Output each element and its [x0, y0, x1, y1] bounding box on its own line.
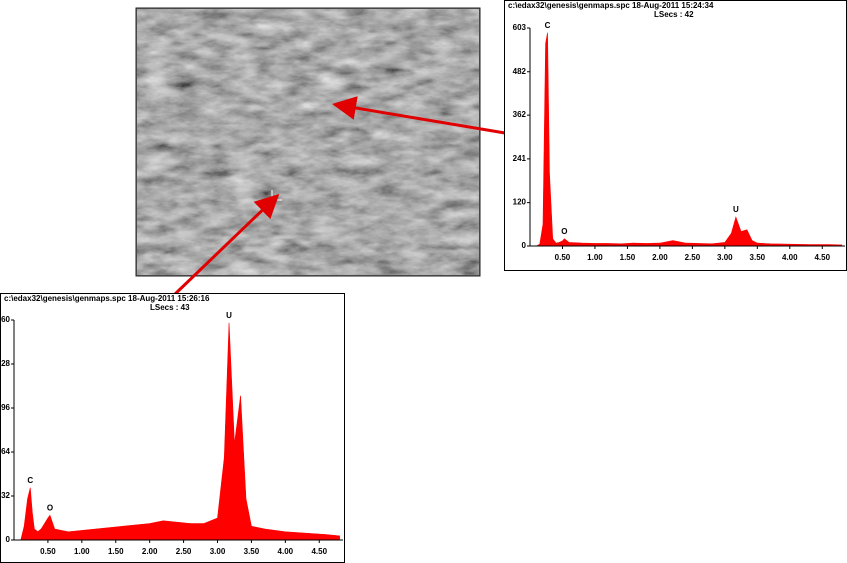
y-tick-label: 96 — [1, 403, 10, 412]
panel-subheader: LSecs : 43 — [150, 303, 190, 312]
x-tick-label: 4.50 — [311, 547, 327, 556]
panel-header: c:\edax32\genesis\genmaps.spc 18-Aug-201… — [508, 1, 714, 10]
x-tick-label: 0.50 — [40, 547, 56, 556]
x-tick-label: 3.50 — [750, 253, 766, 262]
y-tick-label: 120 — [513, 198, 527, 207]
y-tick-label: 603 — [513, 23, 527, 32]
arrow — [332, 96, 506, 135]
peak-label: C — [545, 21, 551, 30]
x-tick-label: 1.00 — [74, 547, 90, 556]
peak-label: C — [27, 476, 33, 485]
peak-label: U — [226, 311, 232, 320]
x-tick-label: 3.50 — [244, 547, 260, 556]
y-tick-label: 482 — [513, 67, 527, 76]
arrow — [171, 193, 280, 298]
panel-frame — [504, 0, 847, 271]
y-tick-label: 241 — [513, 154, 527, 163]
peak-label: O — [561, 227, 567, 236]
sem-texture — [137, 9, 479, 275]
y-tick-label: 0 — [522, 241, 527, 250]
y-tick-label: 362 — [513, 110, 527, 119]
panel-subheader: LSecs : 42 — [654, 10, 694, 19]
x-tick-label: 1.00 — [587, 253, 603, 262]
spectrum — [535, 32, 843, 247]
x-tick-label: 1.50 — [620, 253, 636, 262]
x-tick-label: 4.00 — [278, 547, 294, 556]
x-tick-label: 2.00 — [142, 547, 158, 556]
x-tick-label: 2.00 — [652, 253, 668, 262]
x-tick-label: 0.50 — [555, 253, 571, 262]
peak-label: U — [733, 205, 739, 214]
y-tick-label: 160 — [0, 315, 11, 324]
y-tick-label: 64 — [1, 447, 10, 456]
x-tick-label: 2.50 — [685, 253, 701, 262]
x-tick-label: 4.50 — [814, 253, 830, 262]
y-tick-label: 0 — [6, 535, 11, 544]
spectrum — [20, 322, 340, 541]
x-tick-label: 2.50 — [176, 547, 192, 556]
spectrum-panel: c:\edax32\genesis\genmaps.spc 18-Aug-201… — [504, 0, 847, 271]
panel-header: c:\edax32\genesis\genmaps.spc 18-Aug-201… — [4, 294, 210, 303]
x-tick-label: 3.00 — [210, 547, 226, 556]
x-tick-label: 3.00 — [717, 253, 733, 262]
x-tick-label: 4.00 — [782, 253, 798, 262]
y-tick-label: 128 — [0, 359, 11, 368]
spectrum-panel: c:\edax32\genesis\genmaps.spc 18-Aug-201… — [0, 293, 345, 563]
sem-image — [135, 7, 481, 277]
y-tick-label: 32 — [1, 491, 10, 500]
x-tick-label: 1.50 — [108, 547, 124, 556]
panel-frame — [0, 293, 345, 563]
peak-label: O — [47, 503, 53, 512]
